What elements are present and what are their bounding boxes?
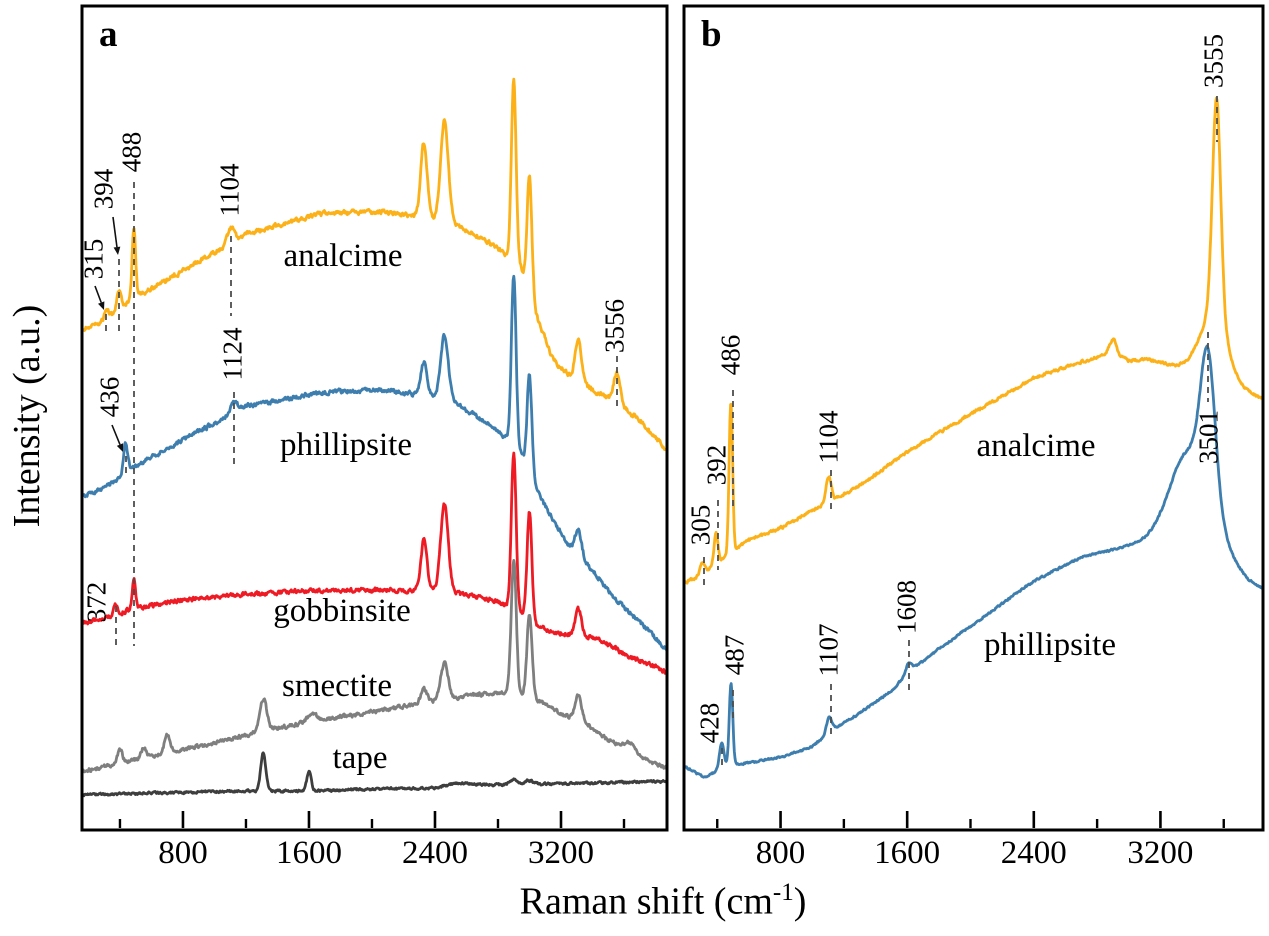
x-tick-label: 800 — [756, 835, 806, 871]
x-tick-label: 3200 — [1127, 835, 1193, 871]
annotation-arrow-line — [94, 285, 102, 303]
annotation-372: 372 — [81, 582, 117, 646]
peak-wavenumber-label: 1107 — [813, 624, 843, 677]
annotation-1107: 1107 — [813, 624, 843, 738]
series-label-analcime: analcime — [976, 428, 1095, 464]
peak-wavenumber-label: 1608 — [891, 580, 921, 634]
annotation-1124: 1124 — [217, 327, 247, 468]
peak-wavenumber-label: 3555 — [1198, 34, 1228, 88]
annotation-394: 394 — [88, 168, 121, 334]
panel-b-border — [682, 4, 1265, 832]
panel-b: 800 1600 2400 3200 analcime phillipsite 305 392… — [682, 4, 1265, 871]
peak-wavenumber-label: 394 — [88, 168, 118, 209]
annotation-436: 436 — [94, 377, 127, 474]
x-tick-label: 2400 — [402, 835, 468, 871]
annotation-1104: 1104 — [214, 163, 244, 316]
series-analcime — [685, 96, 1262, 585]
series-analcime — [83, 77, 666, 451]
series-label-phillipsite: phillipsite — [280, 427, 412, 463]
peak-wavenumber-label: 487 — [719, 635, 749, 676]
annotation-arrow-line — [111, 424, 121, 445]
x-tick-label: 3200 — [528, 835, 594, 871]
annotation-arrowhead — [116, 443, 124, 452]
series-label-phillipsite: phillipsite — [984, 627, 1116, 663]
annotation-392: 392 — [701, 445, 731, 570]
panel-a-border — [80, 4, 669, 832]
peak-wavenumber-label: 392 — [701, 445, 731, 486]
annotation-305: 305 — [685, 505, 715, 588]
annotation-486: 486 — [715, 335, 745, 508]
annotation-487: 487 — [719, 635, 749, 718]
series-phillipsite — [685, 344, 1262, 779]
peak-wavenumber-label: 486 — [715, 335, 745, 376]
x-axis-title-close: ) — [793, 880, 807, 923]
annotation-488: 488 — [116, 132, 146, 646]
peak-wavenumber-label: 372 — [81, 582, 111, 623]
x-axis-title-superscript: -1 — [772, 879, 794, 906]
x-tick-label: 2400 — [1001, 835, 1067, 871]
series-tape — [83, 751, 666, 798]
peak-wavenumber-label: 1104 — [813, 410, 843, 463]
peak-wavenumber-label: 436 — [94, 377, 124, 418]
x-tick-label: 1600 — [276, 835, 342, 871]
annotation-arrow-line — [112, 216, 118, 248]
series-label-analcime: analcime — [283, 238, 402, 274]
annotation-1104: 1104 — [813, 410, 843, 512]
series-label-smectite: smectite — [282, 668, 392, 704]
x-tick-label: 1600 — [874, 835, 940, 871]
series-label-gobbinsite: gobbinsite — [273, 593, 411, 629]
peak-wavenumber-label: 305 — [685, 505, 715, 546]
annotation-arrowhead — [113, 246, 121, 255]
panel-a: 800 1600 2400 3200 analcime phillipsite gobbin… — [78, 4, 669, 871]
x-tick-label: 800 — [158, 835, 208, 871]
annotation-3501: 3501 — [1193, 332, 1223, 464]
peak-wavenumber-label: 1104 — [214, 163, 244, 216]
peak-wavenumber-label: 428 — [694, 703, 724, 744]
series-smectite — [83, 559, 666, 774]
series-phillipsite — [83, 274, 666, 651]
peak-wavenumber-label: 1124 — [217, 327, 247, 380]
x-axis-title-text: Raman shift (cm — [519, 880, 773, 923]
annotation-1608: 1608 — [891, 580, 921, 695]
annotation-arrowhead — [98, 301, 105, 310]
series-gobbinsite — [83, 451, 666, 675]
series-label-tape: tape — [333, 740, 388, 776]
x-axis-title: Raman shift (cm-1) — [520, 879, 807, 924]
x-axis-b: 800 1600 2400 3200 — [716, 811, 1225, 871]
peak-wavenumber-label: 3501 — [1193, 410, 1223, 464]
peak-wavenumber-label: 488 — [116, 132, 146, 173]
y-axis-title: Intensity (a.u.) — [6, 304, 48, 528]
annotation-428: 428 — [694, 703, 724, 766]
annotation-3555: 3555 — [1198, 34, 1228, 142]
peak-wavenumber-label: 3556 — [599, 299, 629, 353]
panel-a-letter: a — [99, 14, 118, 55]
panel-b-letter: b — [701, 14, 722, 55]
x-axis-a: 800 1600 2400 3200 — [118, 811, 626, 871]
annotation-3556: 3556 — [599, 299, 629, 407]
